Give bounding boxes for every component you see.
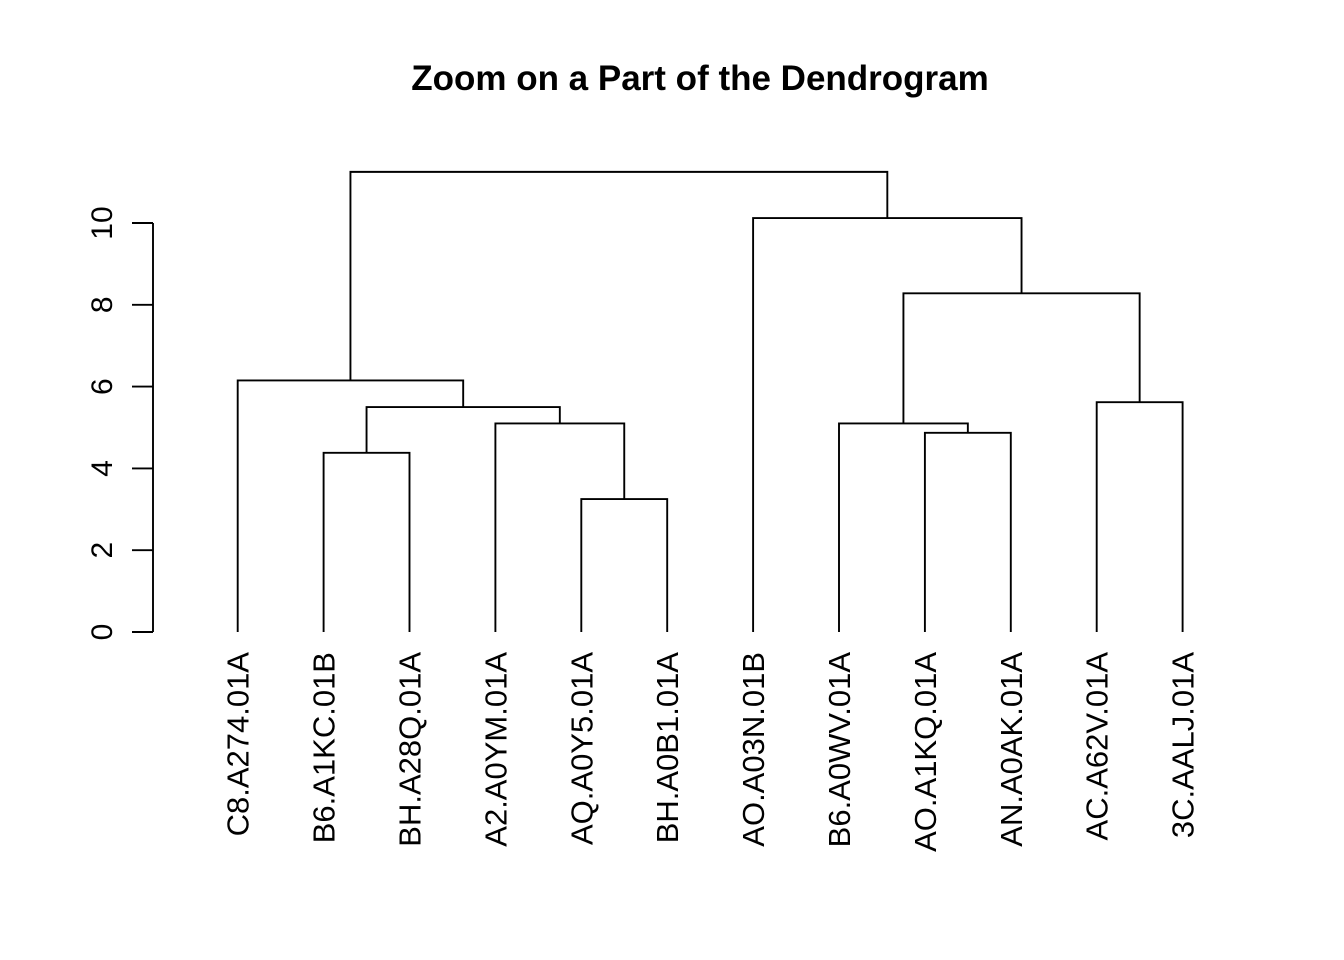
dendrogram-link (322, 451, 411, 632)
leaf-label: B6.A1KC.01B (307, 652, 342, 843)
dendrogram-link (349, 170, 889, 381)
leaf-labels: C8.A274.01A B6.A1KC.01B BH.A28Q.01A A2.A0YM… (221, 652, 1201, 852)
leaf-label: AN.A0AK.01A (994, 652, 1029, 847)
y-axis: 0 2 4 6 8 10 (86, 206, 154, 641)
dendrogram-link (838, 422, 969, 632)
dendrogram-link (236, 379, 465, 632)
leaf-label: B6.A0WV.01A (822, 652, 857, 848)
leaf-label: BH.A0B1.01A (650, 652, 685, 844)
dendrogram-link (1095, 401, 1184, 632)
dendrogram-links (236, 170, 1184, 632)
leaf-label: AQ.A0Y5.01A (564, 652, 599, 845)
y-tick-label: 8 (86, 296, 119, 313)
y-tick-label: 2 (86, 542, 119, 559)
y-tick-label: 0 (86, 624, 119, 641)
leaf-label: AO.A03N.01B (736, 652, 771, 847)
chart-title: Zoom on a Part of the Dendrogram (411, 59, 989, 98)
leaf-label: A2.A0YM.01A (478, 652, 513, 847)
dendrogram-link (923, 431, 1012, 632)
leaf-label: C8.A274.01A (221, 652, 256, 837)
leaf-label: 3C.AALJ.01A (1166, 652, 1201, 838)
y-tick-label: 4 (86, 460, 119, 477)
y-tick-label: 10 (86, 206, 119, 239)
leaf-label: AC.A62V.01A (1080, 652, 1115, 841)
dendrogram-link (494, 422, 626, 632)
dendrogram-link (752, 217, 1023, 632)
leaf-label: AO.A1KQ.01A (908, 652, 943, 852)
dendrogram-link (365, 406, 561, 453)
y-tick-label: 6 (86, 378, 119, 395)
dendrogram-link (902, 292, 1141, 424)
dendrogram-link (580, 498, 669, 632)
leaf-label: BH.A28Q.01A (393, 652, 428, 847)
